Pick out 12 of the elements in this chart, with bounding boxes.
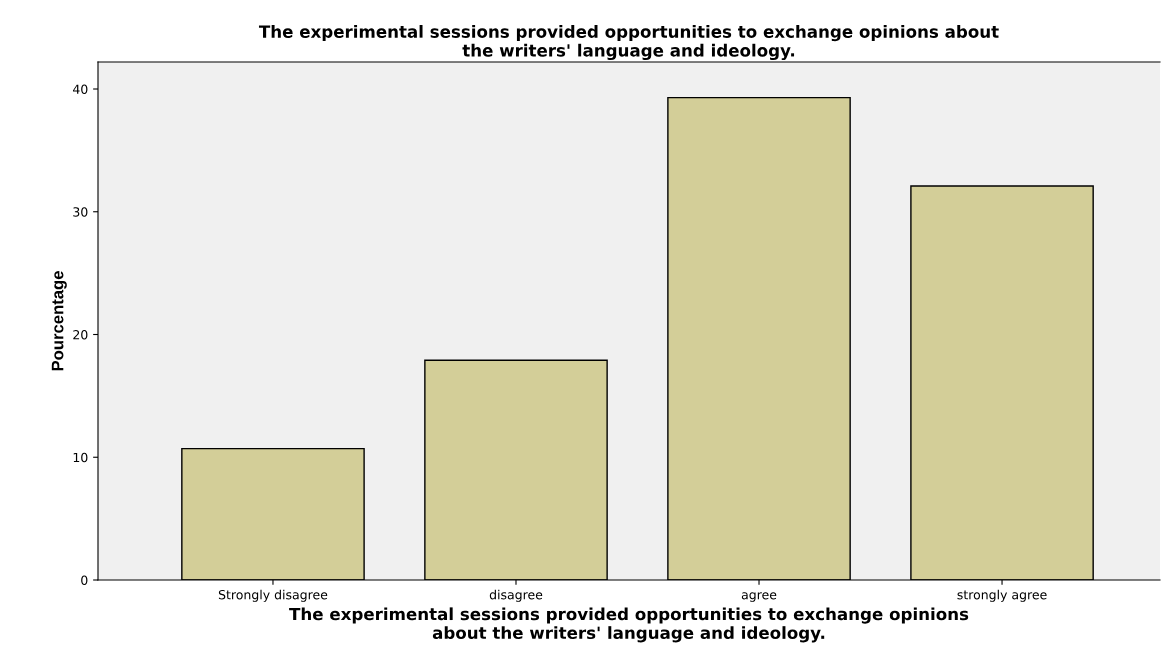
x-tick-label: agree bbox=[741, 592, 777, 602]
y-tick-label: 20 bbox=[73, 329, 88, 340]
y-tick-label: 40 bbox=[72, 84, 88, 94]
y-tick-label: 30 bbox=[73, 207, 88, 217]
y-tick-label: 10 bbox=[73, 452, 88, 463]
x-axis-title: The experimental sessions provided opportunities to exchange opinions about the writers' language and ideology. bbox=[289, 607, 969, 643]
x-tick-label: disagree bbox=[489, 589, 543, 602]
x-tick-label: Strongly disagree bbox=[218, 589, 328, 602]
y-axis-title: Pourcentage bbox=[51, 271, 67, 371]
x-tick-label: strongly agree bbox=[957, 589, 1047, 602]
chart-title: The experimental sessions provided opportunities to exchange opinions about the writers' language and ideology. bbox=[258, 24, 999, 61]
y-tick-label: 0 bbox=[81, 575, 88, 585]
